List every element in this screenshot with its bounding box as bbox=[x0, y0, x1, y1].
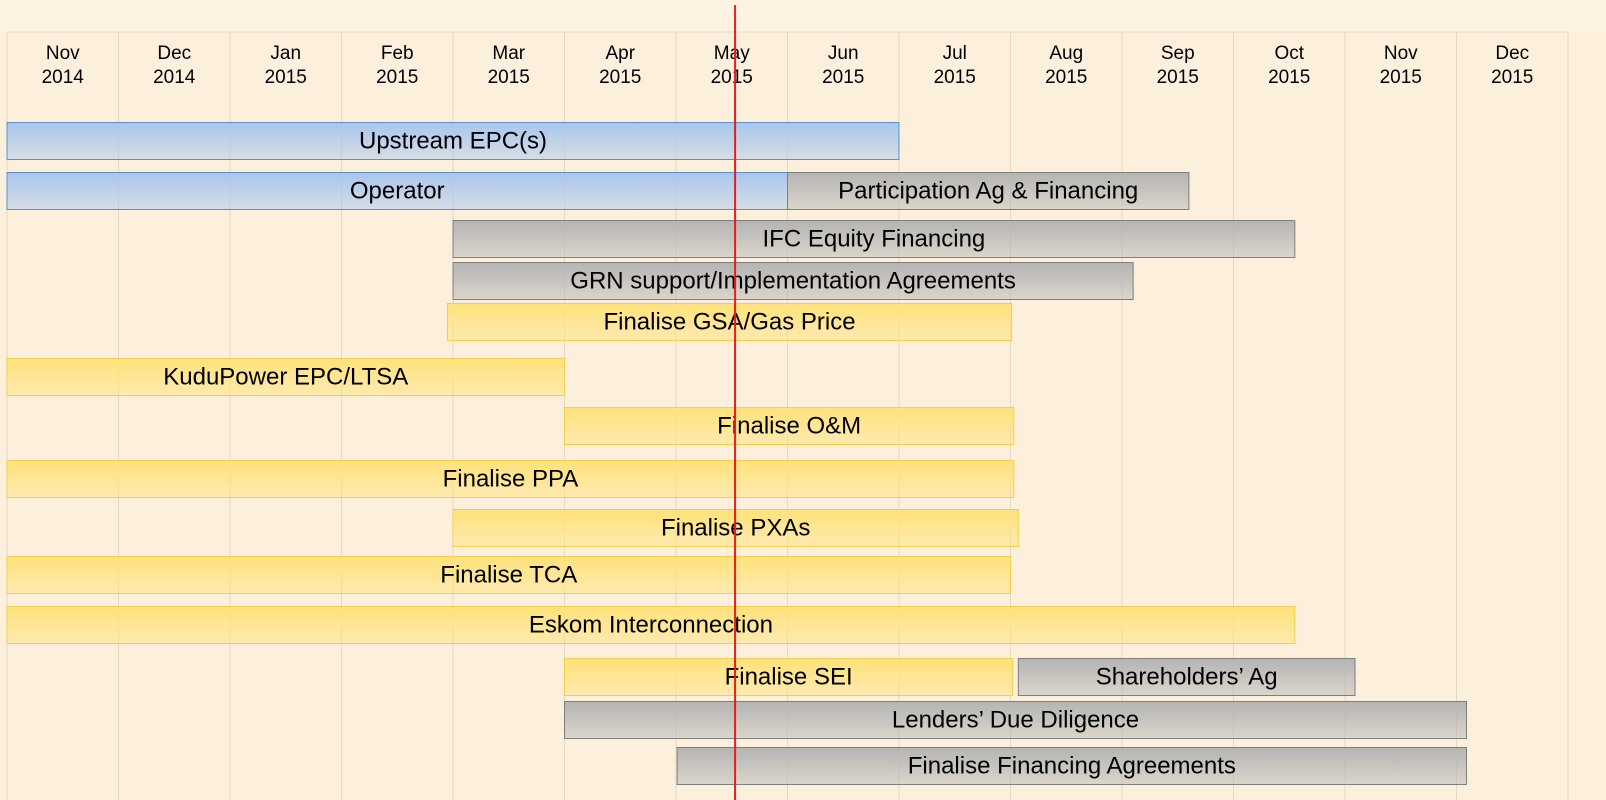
year-label: 2015 bbox=[1045, 67, 1087, 88]
task-bar bbox=[1017, 658, 1356, 696]
year-label: 2015 bbox=[1491, 67, 1533, 88]
year-label: 2015 bbox=[822, 67, 864, 88]
month-label: Nov bbox=[46, 43, 80, 64]
task-bar bbox=[6, 460, 1015, 498]
month-label: Jul bbox=[943, 43, 967, 64]
task-bar bbox=[6, 556, 1011, 594]
month-label: Jan bbox=[270, 43, 301, 64]
top-strip bbox=[0, 0, 1606, 32]
year-label: 2015 bbox=[488, 67, 530, 88]
month-label: Dec bbox=[157, 43, 191, 64]
task-label: Shareholders’ Ag bbox=[1096, 663, 1278, 690]
month-label: May bbox=[714, 43, 750, 64]
month-label: Dec bbox=[1495, 43, 1529, 64]
year-label: 2015 bbox=[265, 67, 307, 88]
task-label: Eskom Interconnection bbox=[529, 611, 773, 638]
month-label: Sep bbox=[1161, 43, 1195, 64]
task-bar bbox=[787, 172, 1190, 210]
month-label: Feb bbox=[381, 43, 414, 64]
year-label: 2015 bbox=[711, 67, 753, 88]
month-label: Oct bbox=[1274, 43, 1304, 64]
task-bar bbox=[6, 172, 788, 210]
task-bar bbox=[564, 407, 1015, 445]
task-bar bbox=[452, 262, 1134, 300]
task-bar bbox=[452, 220, 1296, 258]
month-label: Aug bbox=[1049, 43, 1083, 64]
task-label: Upstream EPC(s) bbox=[359, 127, 547, 154]
task-label: Finalise O&M bbox=[717, 412, 861, 439]
task-bar bbox=[6, 358, 565, 396]
month-label: Apr bbox=[605, 43, 635, 64]
task-bar bbox=[6, 606, 1296, 644]
task-label: IFC Equity Financing bbox=[763, 225, 986, 252]
month-label: Jun bbox=[828, 43, 859, 64]
year-label: 2015 bbox=[376, 67, 418, 88]
year-label: 2015 bbox=[934, 67, 976, 88]
task-bar bbox=[446, 303, 1013, 341]
task-label: GRN support/Implementation Agreements bbox=[570, 267, 1016, 294]
task-label: Finalise Financing Agreements bbox=[908, 752, 1236, 779]
year-label: 2015 bbox=[1268, 67, 1310, 88]
year-label: 2015 bbox=[1157, 67, 1199, 88]
task-bar bbox=[564, 701, 1468, 739]
task-bar bbox=[676, 747, 1468, 785]
task-label: Finalise GSA/Gas Price bbox=[603, 308, 855, 335]
task-label: Lenders’ Due Diligence bbox=[892, 706, 1139, 733]
task-bar bbox=[564, 658, 1014, 696]
task-label: Participation Ag & Financing bbox=[838, 177, 1138, 204]
task-label: KuduPower EPC/LTSA bbox=[163, 363, 408, 390]
task-bar bbox=[6, 122, 900, 160]
year-label: 2015 bbox=[1380, 67, 1422, 88]
task-label: Finalise TCA bbox=[440, 561, 577, 588]
year-label: 2014 bbox=[153, 67, 196, 88]
year-label: 2015 bbox=[599, 67, 641, 88]
task-label: Finalise SEI bbox=[725, 663, 853, 690]
month-label: Mar bbox=[492, 43, 525, 64]
year-label: 2014 bbox=[42, 67, 85, 88]
task-label: Finalise PPA bbox=[443, 465, 579, 492]
task-label: Operator bbox=[350, 177, 445, 204]
month-label: Nov bbox=[1384, 43, 1418, 64]
